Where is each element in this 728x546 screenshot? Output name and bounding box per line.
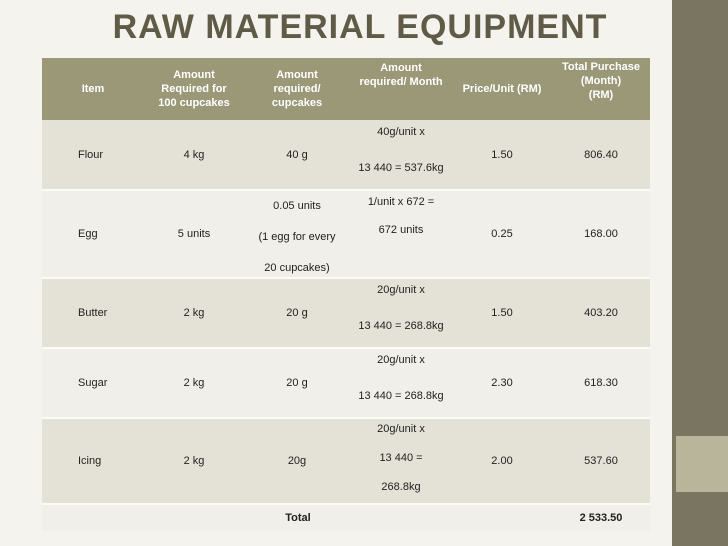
cell-item: Sugar bbox=[42, 347, 144, 418]
cell-price: 2.30 bbox=[452, 347, 552, 418]
right-decorative-tab bbox=[676, 436, 728, 492]
table-row-egg: Egg 5 units 0.05 units (1 egg for every … bbox=[42, 189, 650, 278]
cell-line: 40g/unit x bbox=[377, 125, 425, 138]
cell-amount-100: 4 kg bbox=[144, 120, 244, 190]
header-line: Total Purchase bbox=[561, 61, 641, 73]
cell-price: 2.00 bbox=[452, 417, 552, 504]
cell-amount-100: 2 kg bbox=[144, 417, 244, 504]
header-line: (RM) bbox=[588, 89, 614, 101]
cell-line: 20g/unit x bbox=[377, 423, 425, 435]
header-month-block: Amount required/ Month bbox=[352, 61, 450, 89]
cell-item: Butter bbox=[42, 277, 144, 348]
header-total-block: Total Purchase (Month) (RM) bbox=[554, 60, 648, 102]
cell-amount-required: 20 g bbox=[244, 347, 350, 418]
cell-amount-100: 5 units bbox=[144, 189, 244, 278]
cell-line: 672 units bbox=[378, 224, 424, 236]
cell-item: Flour bbox=[42, 120, 144, 190]
header-amount-required: Amount required/ cupcakes bbox=[244, 58, 350, 120]
header-line: required/ Month bbox=[359, 76, 443, 88]
cell-line: (1 egg for every bbox=[258, 231, 336, 243]
cell-amount-required: 20 g bbox=[244, 277, 350, 348]
cell-line: 1/unit x 672 = bbox=[367, 196, 435, 208]
raw-material-table: Item Amount Required for 100 cupcakes Am… bbox=[42, 58, 650, 531]
header-row: Item Amount Required for 100 cupcakes Am… bbox=[42, 58, 650, 120]
cell-price: 1.50 bbox=[452, 120, 552, 190]
cell-amount-required: 0.05 units (1 egg for every 20 cupcakes) bbox=[244, 189, 350, 278]
slide-title: RAW MATERIAL EQUIPMENT bbox=[112, 8, 608, 46]
table-row-icing: Icing 2 kg 20g 20g/unit x 13 440 = 268.8… bbox=[42, 417, 650, 504]
header-amount-100: Amount Required for 100 cupcakes bbox=[144, 58, 244, 120]
header-total-purchase: Total Purchase (Month) (RM) bbox=[552, 58, 650, 120]
cell-amount-month: 20g/unit x 13 440 = 268.8kg bbox=[350, 417, 452, 504]
header-line: Amount bbox=[380, 62, 422, 74]
total-row: Total 2 533.50 bbox=[42, 503, 650, 531]
cell-item: Egg bbox=[42, 189, 144, 278]
total-empty bbox=[42, 503, 144, 531]
header-line: Amount bbox=[173, 69, 215, 81]
table-row-butter: Butter 2 kg 20 g 20g/unit x 13 440 = 268… bbox=[42, 277, 650, 348]
cell-total: 806.40 bbox=[552, 120, 650, 190]
header-amount-month: Amount required/ Month bbox=[350, 58, 452, 120]
header-line: required/ bbox=[273, 83, 321, 95]
cell-line: 13 440 = bbox=[379, 452, 423, 464]
cell-line: 0.05 units bbox=[273, 200, 321, 212]
cell-amount-month: 20g/unit x 13 440 = 268.8kg bbox=[350, 277, 452, 348]
cell-amount-month: 1/unit x 672 = 672 units bbox=[350, 189, 452, 278]
cell-line: 13 440 = 268.8kg bbox=[358, 390, 444, 402]
cell-line: 20g/unit x bbox=[377, 354, 425, 366]
header-line: cupcakes bbox=[271, 97, 323, 109]
header-price-unit: Price/Unit (RM) bbox=[452, 58, 552, 120]
header-line: Required for bbox=[161, 83, 227, 95]
cell-amount-required: 40 g bbox=[244, 120, 350, 190]
cell-amount-100: 2 kg bbox=[144, 277, 244, 348]
cell-line: 20g/unit x bbox=[377, 284, 425, 296]
table-row-sugar: Sugar 2 kg 20 g 20g/unit x 13 440 = 268.… bbox=[42, 347, 650, 418]
cell-item: Icing bbox=[42, 417, 144, 504]
cell-line: 268.8kg bbox=[381, 481, 421, 493]
header-line: 100 cupcakes bbox=[158, 97, 230, 109]
total-value: 2 533.50 bbox=[552, 503, 650, 531]
cell-price: 0.25 bbox=[452, 189, 552, 278]
cell-amount-month: 40g/unit x 13 440 = 537.6kg bbox=[350, 120, 452, 190]
cell-line: 13 440 = 537.6kg bbox=[358, 161, 444, 174]
table-row-flour: Flour 4 kg 40 g 40g/unit x 13 440 = 537.… bbox=[42, 120, 650, 190]
cell-total: 618.30 bbox=[552, 347, 650, 418]
cell-total: 537.60 bbox=[552, 417, 650, 504]
cell-line: 20 cupcakes) bbox=[264, 262, 330, 274]
total-empty bbox=[452, 503, 552, 531]
cell-line: 13 440 = 268.8kg bbox=[358, 320, 444, 332]
cell-total: 403.20 bbox=[552, 277, 650, 348]
total-label: Total bbox=[144, 503, 452, 531]
header-line: Amount bbox=[276, 69, 318, 81]
header-line: (Month) bbox=[580, 75, 622, 87]
header-item: Item bbox=[42, 58, 144, 120]
cell-amount-100: 2 kg bbox=[144, 347, 244, 418]
cell-amount-required: 20g bbox=[244, 417, 350, 504]
cell-total: 168.00 bbox=[552, 189, 650, 278]
cell-amount-month: 20g/unit x 13 440 = 268.8kg bbox=[350, 347, 452, 418]
cell-price: 1.50 bbox=[452, 277, 552, 348]
